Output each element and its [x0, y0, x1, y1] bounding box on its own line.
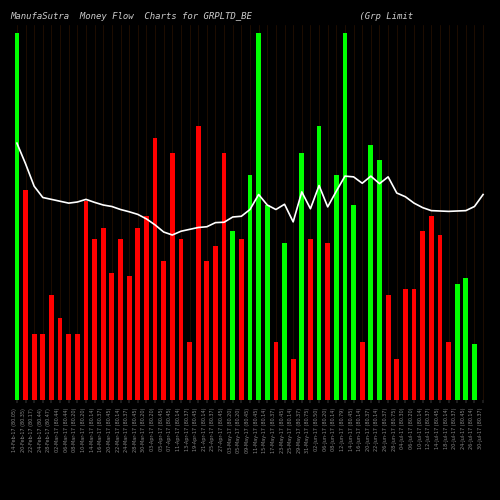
Bar — [23, 190, 28, 400]
Bar — [75, 334, 80, 400]
Bar — [438, 235, 442, 400]
Bar — [360, 342, 364, 400]
Bar — [136, 228, 140, 400]
Bar — [101, 228, 105, 400]
Bar — [274, 342, 278, 400]
Bar — [178, 239, 184, 400]
Bar — [248, 175, 252, 400]
Bar — [92, 239, 97, 400]
Bar — [256, 32, 261, 400]
Bar — [110, 272, 114, 400]
Bar — [196, 126, 200, 400]
Bar — [204, 261, 209, 400]
Bar — [239, 239, 244, 400]
Bar — [300, 152, 304, 400]
Bar — [455, 284, 460, 400]
Bar — [420, 231, 425, 400]
Bar — [222, 152, 226, 400]
Bar — [49, 295, 54, 400]
Bar — [230, 231, 235, 400]
Bar — [342, 32, 347, 400]
Bar — [40, 334, 45, 400]
Bar — [170, 152, 174, 400]
Bar — [464, 278, 468, 400]
Bar — [326, 242, 330, 400]
Bar — [162, 261, 166, 400]
Bar — [308, 239, 313, 400]
Bar — [66, 334, 71, 400]
Bar — [472, 344, 477, 400]
Bar — [213, 246, 218, 400]
Bar — [446, 342, 451, 400]
Bar — [32, 334, 36, 400]
Bar — [187, 342, 192, 400]
Bar — [282, 242, 287, 400]
Bar — [118, 239, 123, 400]
Bar — [265, 205, 270, 400]
Bar — [334, 175, 338, 400]
Bar — [14, 32, 20, 400]
Bar — [351, 205, 356, 400]
Bar — [386, 295, 390, 400]
Bar — [84, 201, 88, 400]
Bar — [429, 216, 434, 400]
Bar — [58, 318, 62, 400]
Bar — [291, 359, 296, 400]
Bar — [403, 290, 408, 400]
Text: ManufaSutra  Money Flow  Charts for GRPLTD_BE                    (Grp Limit: ManufaSutra Money Flow Charts for GRPLTD… — [10, 12, 413, 22]
Bar — [394, 359, 399, 400]
Bar — [152, 138, 158, 400]
Bar — [316, 126, 322, 400]
Bar — [377, 160, 382, 400]
Bar — [368, 145, 373, 400]
Bar — [412, 290, 416, 400]
Bar — [144, 216, 149, 400]
Bar — [127, 276, 132, 400]
